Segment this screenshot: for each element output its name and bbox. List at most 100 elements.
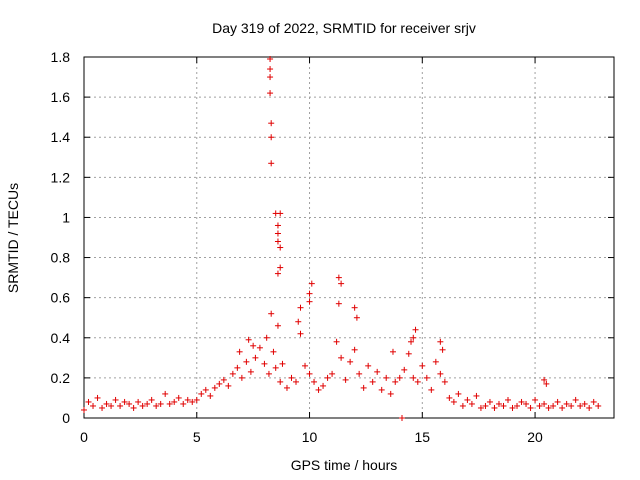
data-point bbox=[272, 364, 279, 371]
data-point bbox=[554, 398, 561, 405]
data-point bbox=[410, 374, 417, 381]
grid-lines bbox=[84, 57, 614, 418]
data-point bbox=[157, 400, 164, 407]
data-point bbox=[441, 378, 448, 385]
y-tick-labels: 0 0.2 0.4 0.6 0.8 1 1.2 1.4 1.6 1.8 bbox=[51, 49, 71, 426]
data-point bbox=[252, 354, 259, 361]
data-point bbox=[81, 406, 87, 413]
data-point bbox=[184, 396, 191, 403]
data-point bbox=[477, 404, 484, 411]
data-point bbox=[581, 400, 588, 407]
data-point bbox=[401, 366, 408, 373]
data-point bbox=[459, 402, 466, 409]
data-point bbox=[130, 404, 137, 411]
data-point bbox=[193, 396, 200, 403]
data-point bbox=[94, 394, 101, 401]
data-point bbox=[153, 402, 160, 409]
x-tick-labels: 0 5 10 15 20 bbox=[80, 429, 543, 445]
data-point bbox=[568, 402, 575, 409]
data-point bbox=[216, 380, 223, 387]
data-point bbox=[342, 376, 349, 383]
data-point bbox=[267, 90, 274, 97]
data-point bbox=[527, 404, 534, 411]
data-point bbox=[283, 384, 290, 391]
x-tick-label: 10 bbox=[302, 429, 318, 445]
data-point bbox=[329, 370, 336, 377]
data-point bbox=[586, 404, 593, 411]
data-point bbox=[265, 370, 272, 377]
data-point bbox=[432, 358, 439, 365]
data-point bbox=[85, 398, 92, 405]
data-point bbox=[229, 370, 236, 377]
data-point bbox=[464, 396, 471, 403]
data-point bbox=[256, 344, 263, 351]
data-point bbox=[428, 386, 435, 393]
data-point bbox=[559, 404, 566, 411]
data-point bbox=[369, 378, 376, 385]
data-point bbox=[351, 304, 358, 311]
data-point bbox=[288, 374, 295, 381]
y-tick-label: 1.2 bbox=[51, 169, 71, 185]
data-point bbox=[500, 402, 507, 409]
data-point bbox=[396, 374, 403, 381]
y-tick-label: 0.4 bbox=[51, 330, 71, 346]
data-point bbox=[270, 348, 277, 355]
data-point bbox=[211, 384, 218, 391]
data-point bbox=[267, 74, 274, 81]
data-point bbox=[268, 310, 275, 317]
data-point bbox=[378, 386, 385, 393]
data-point bbox=[324, 374, 331, 381]
data-point bbox=[383, 374, 390, 381]
data-point bbox=[523, 400, 530, 407]
x-tick-label: 5 bbox=[193, 429, 201, 445]
data-point bbox=[268, 160, 275, 167]
data-point bbox=[306, 298, 313, 305]
data-point bbox=[468, 400, 475, 407]
data-point bbox=[387, 390, 394, 397]
data-point bbox=[437, 370, 444, 377]
data-point bbox=[374, 368, 381, 375]
data-point bbox=[410, 334, 417, 341]
data-point bbox=[108, 402, 115, 409]
data-point bbox=[491, 404, 498, 411]
data-point bbox=[563, 400, 570, 407]
data-point bbox=[335, 274, 342, 281]
data-point bbox=[247, 368, 254, 375]
data-point bbox=[274, 238, 281, 245]
data-point bbox=[135, 398, 142, 405]
data-point bbox=[595, 402, 602, 409]
data-point bbox=[274, 270, 281, 277]
data-point bbox=[423, 374, 430, 381]
data-point bbox=[274, 222, 281, 229]
data-point bbox=[439, 346, 446, 353]
data-point bbox=[311, 378, 318, 385]
data-point bbox=[306, 290, 313, 297]
data-point bbox=[356, 370, 363, 377]
data-point bbox=[267, 66, 274, 73]
data-point bbox=[536, 402, 543, 409]
data-point bbox=[412, 326, 419, 333]
data-point bbox=[408, 338, 415, 345]
data-point bbox=[220, 376, 227, 383]
data-point bbox=[306, 370, 313, 377]
data-point bbox=[90, 402, 97, 409]
x-tick-label: 20 bbox=[527, 429, 543, 445]
data-point bbox=[541, 400, 548, 407]
data-point bbox=[518, 398, 525, 405]
data-point bbox=[268, 120, 275, 127]
data-point bbox=[389, 348, 396, 355]
data-point bbox=[148, 396, 155, 403]
data-point bbox=[419, 362, 426, 369]
data-point bbox=[338, 280, 345, 287]
y-tick-label: 0.2 bbox=[51, 370, 71, 386]
data-point bbox=[117, 402, 124, 409]
data-point bbox=[189, 398, 196, 405]
data-point bbox=[486, 398, 493, 405]
data-point bbox=[455, 390, 462, 397]
data-point bbox=[263, 334, 270, 341]
data-point bbox=[437, 338, 444, 345]
x-tick-label: 15 bbox=[415, 429, 431, 445]
data-point bbox=[543, 380, 550, 387]
data-point bbox=[541, 376, 548, 383]
